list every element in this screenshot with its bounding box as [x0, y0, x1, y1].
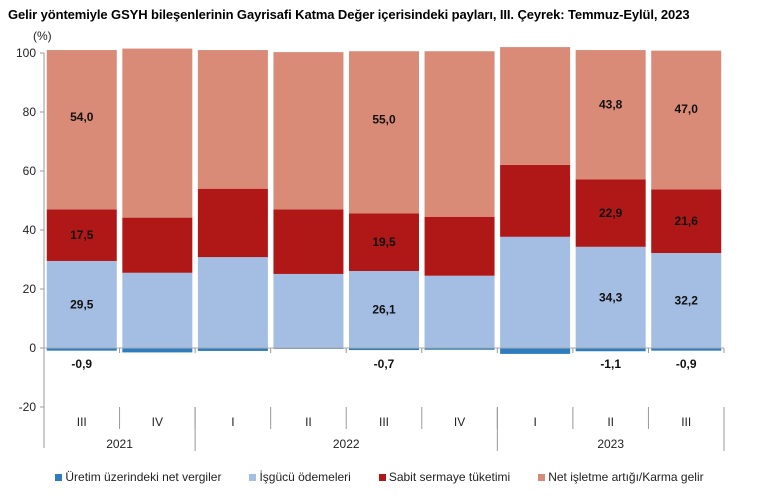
bar-segment — [575, 50, 646, 180]
data-label: 47,0 — [675, 102, 699, 116]
bar-segment — [349, 213, 419, 272]
bar-segment — [500, 164, 571, 237]
data-label: 54,0 — [70, 110, 94, 124]
legend-label: Net işletme artığı/Karma gelir — [548, 470, 704, 484]
legend: Üretim üzerindeki net vergiler İşgücü öde… — [0, 470, 759, 484]
bar-segment — [651, 50, 722, 190]
bar-segment — [273, 209, 344, 274]
bar-segment — [424, 275, 495, 348]
bar-segment — [424, 216, 495, 276]
bar-segment — [122, 217, 193, 273]
data-label: -0,9 — [676, 357, 697, 371]
data-label: -0,7 — [374, 357, 395, 371]
x-category-label: IV — [454, 415, 465, 429]
bar-segment — [197, 257, 268, 348]
bar-segment — [349, 51, 419, 214]
bar-segment — [500, 348, 571, 354]
data-label: 21,6 — [675, 214, 699, 228]
bar-segment — [424, 51, 495, 217]
bar-segment — [46, 209, 117, 261]
chart-title: Gelir yöntemiyle GSYH bileşenlerinin Gay… — [8, 7, 690, 22]
x-category-label: III — [379, 415, 389, 429]
bar-segment — [349, 271, 419, 348]
bar-segment — [122, 48, 193, 218]
y-tick-label: 0 — [29, 341, 36, 355]
bar-segment — [575, 179, 646, 247]
bar-segment — [575, 348, 646, 352]
legend-swatch — [249, 473, 257, 481]
legend-label: Üretim üzerindeki net vergiler — [65, 470, 222, 484]
y-tick-label: 100 — [16, 46, 36, 60]
x-year-label: 2022 — [333, 437, 360, 451]
bar-segment — [273, 52, 344, 210]
bar-segment — [122, 272, 193, 348]
y-tick-label: 20 — [23, 282, 37, 296]
bar-segment — [651, 189, 722, 254]
x-year-label: 2023 — [597, 437, 624, 451]
legend-item: Sabit sermaye tüketimi — [378, 470, 511, 484]
bar-segment — [575, 246, 646, 348]
x-category-label: I — [533, 415, 536, 429]
legend-item: İşgücü ödemeleri — [249, 470, 351, 484]
bar-segment — [424, 348, 495, 350]
data-label: 17,5 — [70, 228, 94, 242]
bar-segment — [349, 348, 419, 351]
data-label: 29,5 — [70, 297, 94, 311]
bar-segment — [651, 253, 722, 348]
legend-swatch — [538, 473, 546, 481]
data-label: -1,1 — [600, 357, 621, 371]
bar-segment — [197, 188, 268, 258]
legend-swatch — [378, 473, 386, 481]
bar-segment — [500, 47, 571, 165]
bar-segment — [197, 348, 268, 351]
data-label: 34,3 — [599, 290, 623, 304]
bar-segment — [500, 236, 571, 348]
legend-swatch — [55, 473, 63, 481]
y-axis-unit-label: (%) — [33, 29, 52, 43]
y-tick-label: 40 — [23, 223, 37, 237]
data-label: 32,2 — [675, 294, 699, 308]
y-tick-label: 60 — [23, 164, 37, 178]
x-category-label: III — [77, 415, 87, 429]
x-category-label: II — [607, 415, 614, 429]
data-label: 26,1 — [372, 303, 396, 317]
bar-segment — [46, 260, 117, 348]
bar-segment — [651, 348, 722, 351]
data-label: 19,5 — [372, 235, 396, 249]
y-tick-label: 80 — [23, 105, 37, 119]
bar-segment — [46, 348, 117, 351]
x-category-label: II — [305, 415, 312, 429]
legend-item: Net işletme artığı/Karma gelir — [538, 470, 704, 484]
bar-segment — [122, 348, 193, 353]
data-label: -0,9 — [71, 357, 92, 371]
bar-segment — [46, 50, 117, 210]
x-year-label: 2021 — [106, 437, 133, 451]
data-label: 55,0 — [372, 112, 396, 126]
legend-label: İşgücü ödemeleri — [259, 470, 351, 484]
legend-item: Üretim üzerindeki net vergiler — [55, 470, 221, 484]
x-category-label: III — [681, 415, 691, 429]
bar-segment — [197, 50, 268, 189]
x-category-label: IV — [152, 415, 163, 429]
x-category-label: I — [231, 415, 234, 429]
bar-segment — [273, 273, 344, 348]
data-label: 22,9 — [599, 206, 623, 220]
legend-label: Sabit sermaye tüketimi — [388, 470, 511, 484]
data-label: 43,8 — [599, 97, 623, 111]
y-tick-label: -20 — [19, 400, 37, 414]
